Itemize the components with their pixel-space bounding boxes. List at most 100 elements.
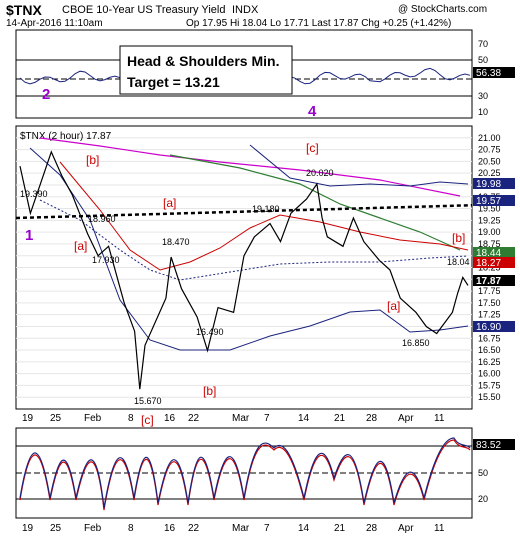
ma-red <box>59 161 469 271</box>
wave-label-c-1: [c] <box>306 141 319 155</box>
x-label-bottom: Feb <box>84 523 102 534</box>
x-label-bottom: 14 <box>298 523 310 534</box>
main-y-tick-label: 16.50 <box>478 345 501 355</box>
x-label: Apr <box>398 413 414 424</box>
wave-label-a-3: [a] <box>387 299 400 313</box>
right-label-box-1957 <box>473 195 515 206</box>
x-label: 22 <box>188 413 200 424</box>
quote-line: Op 17.95 Hi 18.04 Lo 17.71 Last 17.87 Ch… <box>186 18 452 29</box>
symbol-title: $TNX <box>6 2 42 18</box>
x-label-bottom: 19 <box>22 523 34 534</box>
main-y-tick-label: 16.25 <box>478 357 501 367</box>
x-label-bottom: 16 <box>164 523 176 534</box>
x-label: 14 <box>298 413 310 424</box>
main-y-tick-label: 18.75 <box>478 239 501 249</box>
x-label: 19 <box>22 413 34 424</box>
point-label-19180: 19.180 <box>252 204 280 214</box>
top-value-label: 56.38 <box>476 68 501 79</box>
main-y-tick-label: 19.25 <box>478 215 501 225</box>
main-y-tick-label: 16.00 <box>478 369 501 379</box>
x-label-bottom: 11 <box>434 523 445 534</box>
main-y-tick-label: 20.50 <box>478 156 501 166</box>
point-label-18470: 18.470 <box>162 237 190 247</box>
right-label-1998: 19.98 <box>476 179 501 190</box>
top-tick-label: 70 <box>478 39 488 49</box>
bottom-tick-label: 50 <box>478 468 488 478</box>
x-label: Mar <box>232 413 250 424</box>
main-y-tick-label: 20.25 <box>478 168 501 178</box>
x-label: 21 <box>334 413 346 424</box>
full-name: CBOE 10-Year US Treasury Yield <box>62 4 226 16</box>
wave-label-2: 2 <box>42 86 50 103</box>
main-y-tick-label: 21.00 <box>478 133 501 143</box>
x-label-bottom: Apr <box>398 523 414 534</box>
band-lower <box>29 147 469 351</box>
main-y-tick-label: 15.50 <box>478 392 501 402</box>
band-upper <box>249 144 469 187</box>
x-label-bottom: 7 <box>264 523 270 534</box>
point-label-20020: 20.020 <box>306 168 334 178</box>
x-label: 7 <box>264 413 270 424</box>
x-label: 25 <box>50 413 62 424</box>
annotation-line1: Head & Shoulders Min. <box>127 53 279 69</box>
main-y-tick-label: 17.75 <box>478 286 501 296</box>
neckline-trendline <box>15 203 473 220</box>
main-y-tick-label: 17.50 <box>478 298 501 308</box>
bottom-value-box <box>473 439 515 450</box>
right-label-1690: 16.90 <box>476 322 501 333</box>
annotation-box <box>119 45 293 95</box>
x-label: Feb <box>84 413 102 424</box>
annotation-line2: Target = 13.21 <box>127 74 220 90</box>
oscillator-blue <box>19 437 471 509</box>
main-legend: $TNX (2 hour) 17.87 <box>20 131 112 142</box>
point-label-19390: 19.390 <box>20 189 48 199</box>
point-label-16490: 16.490 <box>196 327 224 337</box>
x-label: 8 <box>128 413 134 424</box>
right-label-box-1844 <box>473 247 515 258</box>
high-value: 18.04 <box>242 18 268 29</box>
wave-label-b-2: [b] <box>203 384 216 398</box>
last-value: 17.87 <box>333 18 359 29</box>
point-label-15670: 15.670 <box>134 396 162 406</box>
wave-label-4: 4 <box>308 103 317 120</box>
change-value: +0.25 (+1.42%) <box>382 18 452 29</box>
x-label-bottom: Mar <box>232 523 250 534</box>
wave-label-a-2: [a] <box>163 196 176 210</box>
main-y-tick-label: 16.75 <box>478 333 501 343</box>
top-value-box <box>473 67 515 78</box>
open-value: 17.95 <box>202 18 228 29</box>
ma-magenta <box>39 137 461 197</box>
bottom-tick-label: 20 <box>478 494 488 504</box>
low-value: 17.71 <box>283 18 309 29</box>
exchange: INDX <box>232 4 259 16</box>
right-label-box-1787 <box>473 275 515 286</box>
ma-dotted <box>39 199 469 281</box>
point-label-1804: 18.04 <box>447 257 470 267</box>
right-label-1844: 18.44 <box>476 248 501 259</box>
point-label-18960: 18.960 <box>88 214 116 224</box>
x-label-bottom: 22 <box>188 523 200 534</box>
watermark: @ StockCharts.com <box>398 4 488 15</box>
top-tick-label: 50 <box>478 55 488 65</box>
right-label-1787: 17.87 <box>476 276 501 287</box>
right-label-1827: 18.27 <box>476 258 501 269</box>
wave-label-b-3: [b] <box>452 231 465 245</box>
point-label-16850: 16.850 <box>402 338 430 348</box>
x-label: 28 <box>366 413 378 424</box>
wave-label-a-1: [a] <box>74 239 87 253</box>
x-label-bottom: 21 <box>334 523 346 534</box>
price-line <box>19 150 469 390</box>
main-y-tick-label: 19.00 <box>478 227 501 237</box>
bottom-value-label: 83.52 <box>476 440 501 451</box>
right-label-box-1827 <box>473 257 515 268</box>
main-y-tick-label: 20.75 <box>478 145 501 155</box>
wave-label-b-1: [b] <box>86 153 99 167</box>
x-label-bottom: 28 <box>366 523 378 534</box>
x-label: 11 <box>434 413 445 424</box>
right-label-1957: 19.57 <box>476 196 501 207</box>
x-label-bottom: 25 <box>50 523 62 534</box>
right-label-box-1690 <box>473 321 515 332</box>
top-tick-label: 10 <box>478 107 488 117</box>
